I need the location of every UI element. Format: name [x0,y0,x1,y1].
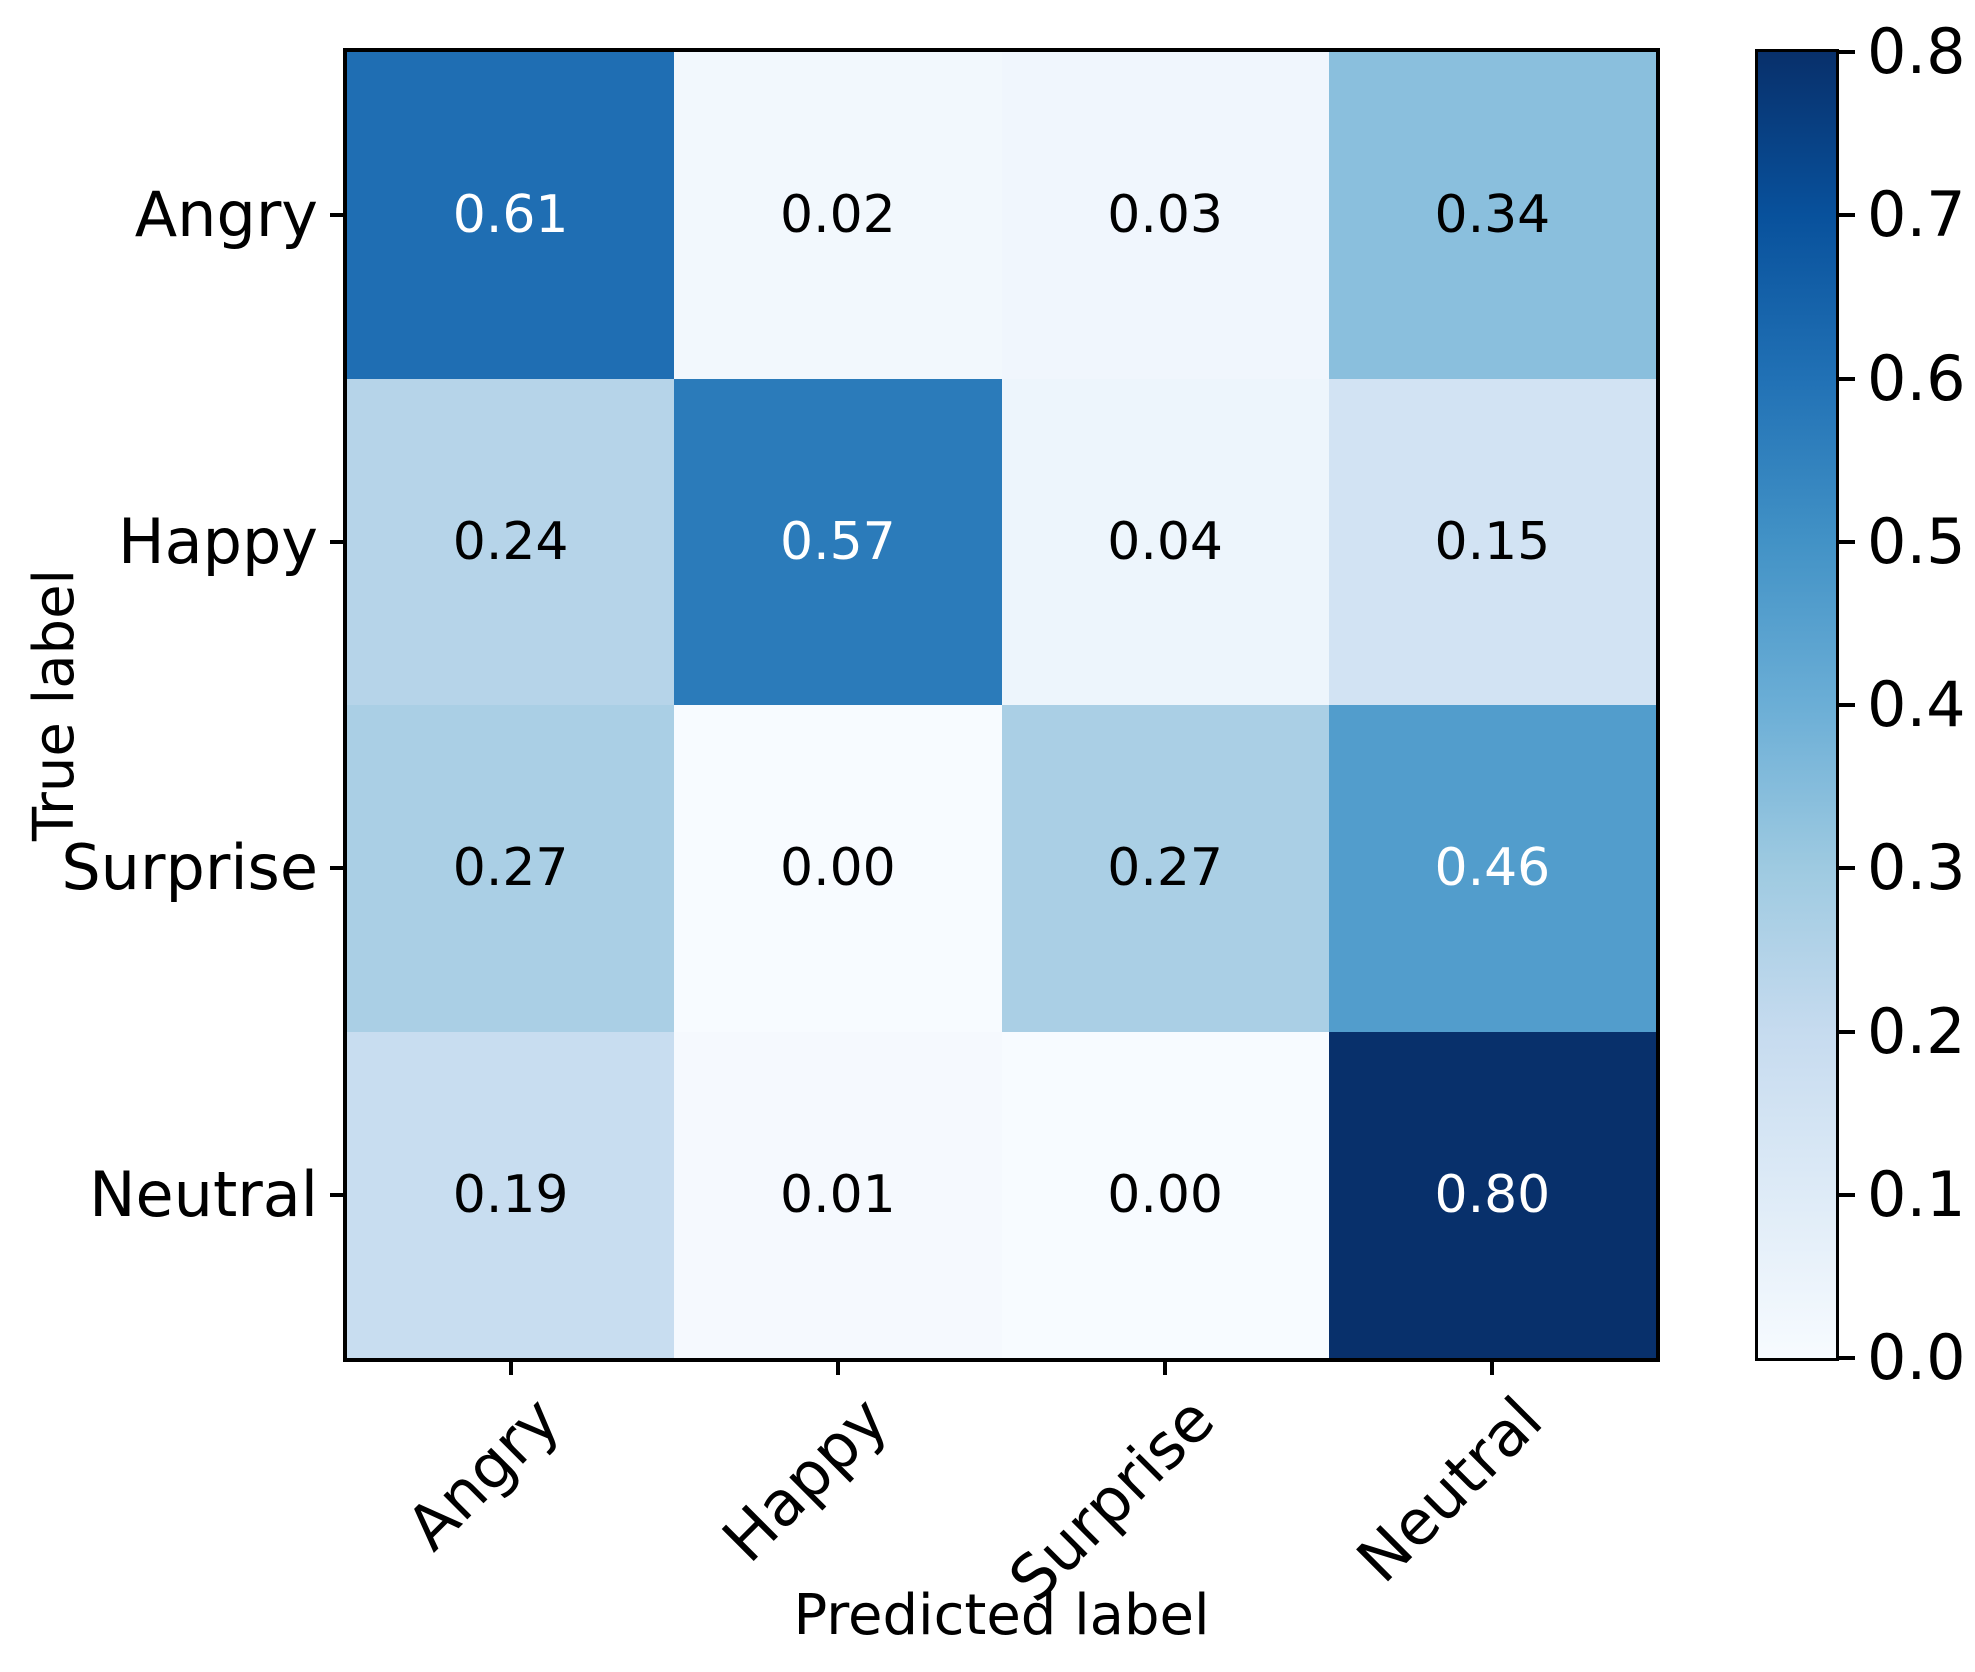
x-tick-label-neutral: Neutral [1342,1382,1556,1597]
colorbar-tick-label-0.6: 0.6 [1867,341,1966,415]
cell-value: 0.00 [779,838,896,899]
cell-value: 0.03 [1107,185,1224,246]
colorbar-tick-mark [1839,50,1855,54]
cell-value: 0.04 [1107,511,1224,572]
y-axis-title: True label [22,568,87,842]
colorbar-tick-mark [1839,703,1855,707]
cell-value: 0.46 [1434,838,1551,899]
colorbar-tick-label-0.3: 0.3 [1867,831,1966,905]
y-tick-mark [330,539,347,544]
y-tick-mark [330,1192,347,1197]
colorbar-tick-mark [1839,213,1855,218]
x-axis-title: Predicted label [793,1583,1210,1648]
colorbar-gradient [1758,52,1836,1358]
colorbar-tick-mark [1839,866,1855,871]
heatmap-cell-neutral-angry: 0.19 [347,1031,675,1358]
cell-value: 0.01 [779,1164,896,1225]
heatmap-cell-angry-happy: 0.02 [674,52,1002,379]
colorbar-tick-mark [1839,376,1855,381]
heatmap-cell-angry-angry: 0.61 [347,52,675,379]
colorbar-tick-label-0.5: 0.5 [1867,504,1966,578]
heatmap-grid: 0.61 0.02 0.03 0.34 0.24 0.57 0.04 0.15 0.27 0.00… [347,52,1656,1358]
x-tick-mark [508,1358,513,1375]
colorbar-tick-mark [1839,1192,1855,1197]
colorbar [1755,49,1839,1361]
colorbar-tick-mark [1839,539,1855,544]
heatmap-cell-surprise-angry: 0.27 [347,705,675,1032]
heatmap-cell-happy-angry: 0.24 [347,378,675,705]
colorbar-tick-label-0.0: 0.0 [1867,1321,1966,1394]
cell-value: 0.27 [452,838,569,899]
y-tick-mark [330,866,347,871]
cell-value: 0.00 [1107,1164,1224,1225]
heatmap-cell-happy-happy: 0.57 [674,378,1002,705]
heatmap-cell-neutral-happy: 0.01 [674,1031,1002,1358]
colorbar-tick-label-0.8: 0.8 [1867,15,1966,88]
heatmap-cell-neutral-surprise: 0.00 [1001,1031,1329,1358]
heatmap-cell-happy-neutral: 0.15 [1328,378,1656,705]
x-tick-label-angry: Angry [392,1382,575,1564]
heatmap-cell-surprise-neutral: 0.46 [1328,705,1656,1032]
heatmap-cell-surprise-happy: 0.00 [674,705,1002,1032]
x-tick-label-happy: Happy [708,1382,902,1576]
colorbar-tick-mark [1839,1356,1855,1360]
x-tick-mark [1490,1358,1495,1375]
heatmap-cell-neutral-neutral: 0.80 [1328,1031,1656,1358]
y-tick-mark [330,213,347,218]
cell-value: 0.02 [779,185,896,246]
cell-value: 0.80 [1434,1164,1551,1225]
heatmap-cell-happy-surprise: 0.04 [1001,378,1329,705]
colorbar-tick-label-0.1: 0.1 [1867,1157,1966,1231]
heatmap-cell-angry-neutral: 0.34 [1328,52,1656,379]
x-tick-mark [835,1358,840,1375]
colorbar-tick-label-0.4: 0.4 [1867,668,1966,741]
cell-value: 0.19 [452,1164,569,1225]
y-axis-title-wrap: True label [20,52,90,1358]
heatmap-cell-angry-surprise: 0.03 [1001,52,1329,379]
colorbar-tick-mark [1839,1029,1855,1034]
cell-value: 0.27 [1107,838,1224,899]
cell-value: 0.24 [452,511,569,572]
cell-value: 0.15 [1434,511,1551,572]
heatmap-cell-surprise-surprise: 0.27 [1001,705,1329,1032]
colorbar-tick-label-0.2: 0.2 [1867,994,1966,1068]
cell-value: 0.57 [779,511,896,572]
cell-value: 0.34 [1434,185,1551,246]
x-tick-label-surprise: Surprise [995,1382,1229,1616]
colorbar-tick-label-0.7: 0.7 [1867,178,1966,252]
cell-value: 0.61 [452,185,569,246]
x-tick-mark [1163,1358,1168,1375]
